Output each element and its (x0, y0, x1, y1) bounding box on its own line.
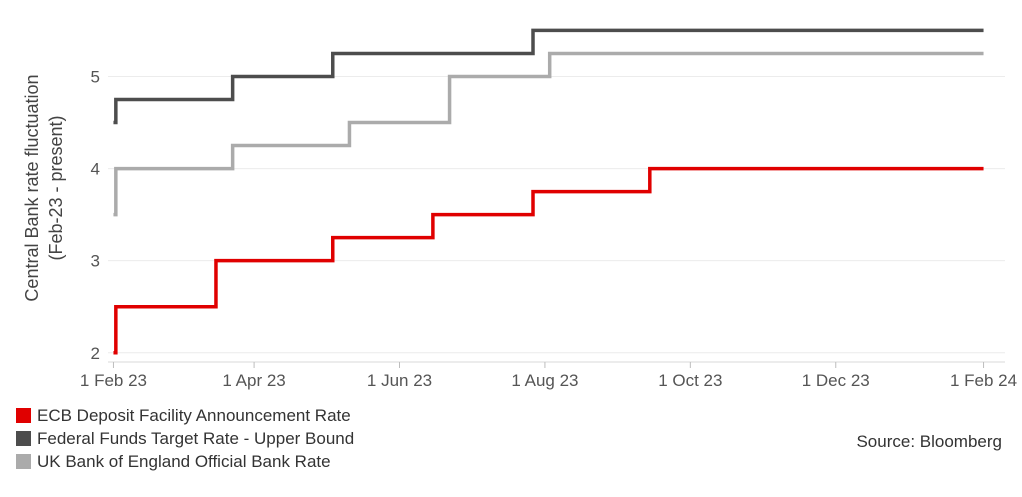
series-lines (113, 28, 984, 355)
x-tick-label: 1 Jun 23 (367, 371, 432, 390)
x-tick-label: 1 Dec 23 (802, 371, 870, 390)
x-axis-ticks: 1 Feb 23 1 Apr 23 1 Jun 23 1 Aug 23 1 Oct 23… (80, 362, 1017, 390)
chart: 1 Feb 23 1 Apr 23 1 Jun 23 1 Aug 23 1 Oct 23… (22, 28, 1017, 390)
legend-swatch-ecb (16, 408, 31, 423)
legend-swatch-fed (16, 431, 31, 446)
legend-item-boe: UK Bank of England Official Bank Rate (16, 450, 354, 473)
y-tick-label: 2 (91, 344, 100, 363)
legend-item-ecb: ECB Deposit Facility Announcement Rate (16, 404, 354, 427)
y-tick-label: 4 (91, 160, 100, 179)
source-note: Source: Bloomberg (856, 432, 1002, 451)
legend-label-fed: Federal Funds Target Rate - Upper Bound (37, 428, 355, 448)
y-axis-title-line1: Central Bank rate fluctuation (22, 74, 42, 301)
legend-item-fed: Federal Funds Target Rate - Upper Bound (16, 427, 354, 450)
legend: ECB Deposit Facility Announcement Rate F… (16, 404, 354, 473)
y-axis-ticks: 2 3 4 5 (91, 67, 100, 362)
legend-label-ecb: ECB Deposit Facility Announcement Rate (37, 405, 351, 425)
legend-label-boe: UK Bank of England Official Bank Rate (37, 451, 331, 471)
x-tick-label: 1 Aug 23 (511, 371, 578, 390)
y-tick-label: 5 (91, 67, 100, 86)
series-line-fed (113, 28, 984, 125)
x-tick-label: 1 Apr 23 (222, 371, 285, 390)
legend-swatch-boe (16, 454, 31, 469)
y-axis-title-line2: (Feb-23 - present) (46, 115, 66, 260)
series-line-boe (113, 51, 984, 217)
x-tick-label: 1 Feb 24 (950, 371, 1017, 390)
x-tick-label: 1 Oct 23 (658, 371, 722, 390)
x-tick-label: 1 Feb 23 (80, 371, 147, 390)
y-tick-label: 3 (91, 252, 100, 271)
series-line-ecb (113, 166, 984, 355)
gridlines (108, 75, 1005, 354)
